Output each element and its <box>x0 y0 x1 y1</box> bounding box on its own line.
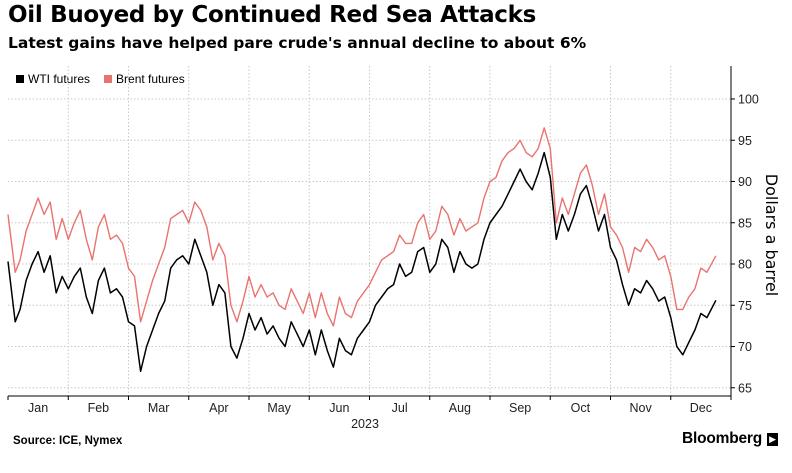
bloomberg-brand: Bloomberg ▶ <box>682 430 778 448</box>
series-line-brent <box>7 127 717 327</box>
brand-label: Bloomberg <box>681 430 762 447</box>
legend-item-wti: WTI futures <box>16 72 90 86</box>
legend-swatch-wti <box>16 75 24 83</box>
y-tick-label: 65 <box>738 381 752 395</box>
gridlines <box>8 66 731 396</box>
chart-subtitle: Latest gains have helped pare crude's an… <box>8 34 587 52</box>
chart-title: Oil Buoyed by Continued Red Sea Attacks <box>8 2 537 28</box>
x-tick-label: Jan <box>28 401 48 415</box>
x-tick-label: Apr <box>209 401 228 415</box>
x-tick-label: Jul <box>392 401 408 415</box>
y-tick-label: 85 <box>738 216 752 230</box>
x-tick-label: May <box>267 401 291 415</box>
x-tick-label: Jun <box>329 401 349 415</box>
legend-item-brent: Brent futures <box>104 72 185 86</box>
x-tick-label: Feb <box>88 401 110 415</box>
x-tick-label: Mar <box>148 401 170 415</box>
x-tick-label: Dec <box>690 401 712 415</box>
y-tick-label: 75 <box>738 299 752 313</box>
bloomberg-logo-icon: ▶ <box>767 432 778 446</box>
y-axis-label: Dollars a barrel <box>762 174 781 296</box>
series-lines <box>7 127 717 373</box>
y-tick-label: 80 <box>738 258 752 272</box>
legend-label-brent: Brent futures <box>116 72 185 86</box>
x-tick-labels: Jan Feb Mar Apr May Jun Jul Aug Sep Oct Nov Dec <box>28 401 712 415</box>
y-tick-label: 70 <box>738 340 752 354</box>
x-tick-label: Oct <box>571 401 591 415</box>
series-line-wti <box>7 151 717 373</box>
y-tick-label: 90 <box>738 175 752 189</box>
legend-label-wti: WTI futures <box>28 72 91 86</box>
y-tick-labels: 65 70 75 80 85 90 95 100 <box>738 93 759 396</box>
x-axis-year-label: 2023 <box>351 417 379 431</box>
x-tick-label: Sep <box>509 401 531 415</box>
legend-swatch-brent <box>104 75 113 83</box>
y-tick-label: 95 <box>738 134 752 148</box>
y-tick-label: 100 <box>738 93 759 107</box>
x-tick-label: Aug <box>449 401 471 415</box>
axes <box>7 66 735 400</box>
source-note: Source: ICE, Nymex <box>13 435 123 447</box>
legend: WTI futures Brent futures <box>16 72 185 86</box>
x-tick-label: Nov <box>630 401 653 415</box>
